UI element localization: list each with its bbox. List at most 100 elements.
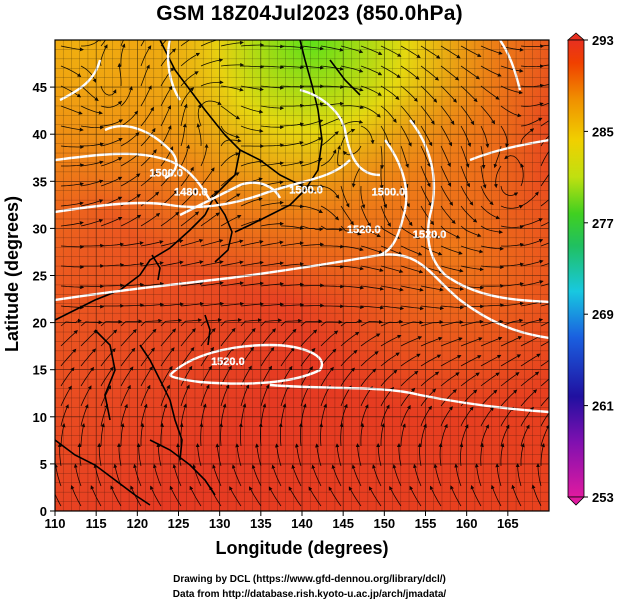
streamline (450, 485, 462, 507)
streamline (240, 159, 264, 167)
streamline (180, 346, 195, 367)
streamline (491, 484, 502, 507)
streamline (340, 245, 364, 252)
streamline (140, 40, 146, 47)
streamline (260, 328, 276, 347)
streamline (320, 403, 328, 427)
streamline (540, 378, 549, 387)
streamline (220, 318, 242, 327)
streamline (460, 145, 470, 168)
streamline (400, 305, 424, 311)
streamline (360, 65, 383, 76)
streamline (60, 404, 69, 427)
streamline (400, 65, 420, 80)
streamline (520, 117, 543, 127)
streamline (340, 331, 360, 347)
streamline (400, 423, 406, 447)
y-tick-label: 5 (40, 457, 47, 472)
streamline (288, 486, 302, 507)
streamline (100, 157, 123, 167)
streamline (180, 189, 198, 207)
streamline (120, 384, 131, 407)
streamline (180, 103, 188, 127)
streamline (380, 125, 391, 148)
streamline (360, 305, 385, 310)
streamline (351, 165, 362, 188)
streamline (460, 45, 482, 57)
streamline (360, 245, 384, 254)
streamline (320, 116, 343, 127)
streamline (500, 204, 524, 209)
streamline (100, 319, 123, 327)
x-tick-label: 135 (250, 516, 272, 531)
streamline (81, 243, 105, 248)
x-tick-label: 115 (86, 516, 107, 531)
streamline (300, 184, 325, 189)
streamline (420, 423, 427, 447)
streamline (200, 143, 209, 167)
streamline (160, 260, 184, 267)
colorbar-label: 277 (592, 216, 614, 231)
streamline (160, 66, 175, 87)
colorbar-label: 253 (592, 490, 614, 505)
streamline (260, 125, 285, 130)
streamline (60, 330, 78, 347)
streamline (200, 100, 222, 107)
streamline (540, 303, 549, 307)
streamline (321, 284, 345, 289)
streamline (60, 125, 84, 132)
streamline (360, 319, 383, 327)
streamline (152, 463, 162, 487)
streamline (520, 239, 544, 247)
streamline (300, 102, 325, 107)
x-axis-label: Longitude (degrees) (215, 538, 388, 558)
streamline (280, 141, 304, 147)
streamline (199, 422, 204, 447)
streamline (240, 125, 264, 133)
streamline (440, 355, 462, 367)
streamline (80, 85, 99, 101)
streamline (120, 366, 134, 387)
streamline (172, 464, 182, 487)
streamline (420, 285, 444, 292)
streamline (60, 221, 84, 227)
streamline (360, 185, 366, 209)
streamline (93, 463, 102, 487)
streamline (180, 238, 204, 247)
streamline (281, 225, 304, 230)
streamline (100, 119, 123, 127)
y-tick-label: 15 (33, 363, 47, 378)
streamline (500, 406, 514, 427)
streamline (400, 336, 423, 347)
streamline (100, 263, 125, 267)
streamline (240, 403, 247, 427)
grid-lines (54, 40, 549, 512)
streamline (340, 265, 364, 271)
streamline (380, 285, 404, 292)
streamline (460, 355, 482, 367)
streamline (480, 145, 486, 169)
streamline (80, 304, 105, 309)
streamline (300, 45, 324, 51)
streamline (520, 163, 525, 187)
streamline (160, 302, 185, 307)
streamline (100, 85, 117, 96)
streamline (400, 353, 421, 367)
streamline (240, 64, 265, 69)
streamline (320, 65, 344, 71)
streamline (460, 319, 484, 327)
streamline (260, 282, 285, 287)
streamline (417, 442, 422, 467)
streamline (328, 486, 342, 507)
streamline (117, 442, 122, 467)
streamline (400, 265, 424, 274)
streamline (220, 301, 245, 307)
colorbar-bottom-arrow (567, 496, 585, 506)
streamline (120, 152, 141, 167)
streamline (396, 443, 402, 467)
streamline (300, 283, 325, 288)
streamline (280, 282, 305, 287)
streamline (261, 44, 285, 49)
streamline (540, 283, 549, 287)
x-axis-ticks: 110 115 120 125 130 135 140 145 150 155 160 165 (45, 511, 519, 531)
